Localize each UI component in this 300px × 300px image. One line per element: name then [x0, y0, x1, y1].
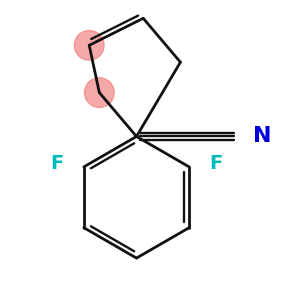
Text: F: F: [209, 154, 223, 173]
Text: F: F: [50, 154, 64, 173]
Circle shape: [74, 30, 104, 60]
Text: N: N: [253, 127, 271, 146]
Circle shape: [85, 78, 114, 107]
